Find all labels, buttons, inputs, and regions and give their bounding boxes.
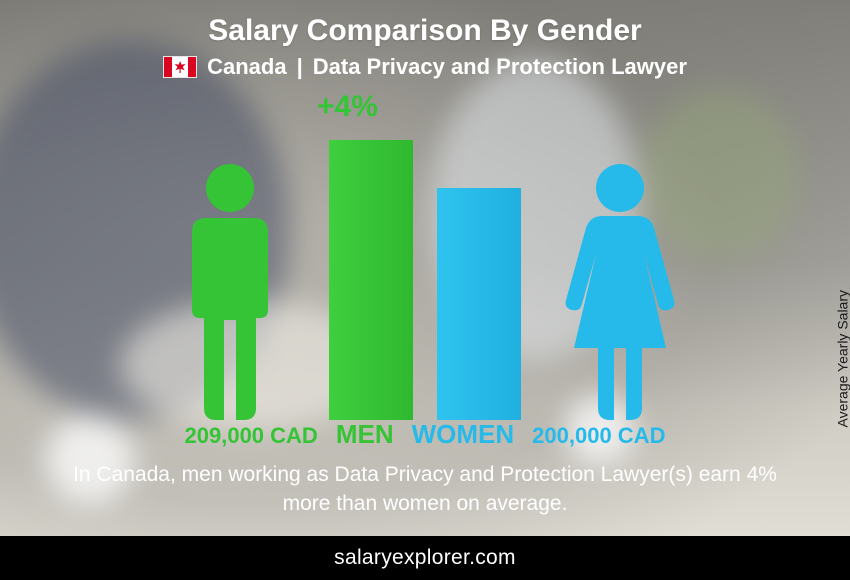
delta-percent-label: +4%: [317, 90, 378, 124]
job-title-label: Data Privacy and Protection Lawyer: [313, 54, 687, 80]
labels-row: 209,000 CAD MEN WOMEN 200,000 CAD: [0, 419, 850, 450]
separator: |: [297, 54, 303, 80]
infographic-container: Salary Comparison By Gender Canada | Dat…: [0, 0, 850, 580]
bar-group: [329, 140, 521, 420]
y-axis-label: Average Yearly Salary: [834, 290, 850, 428]
female-salary-value: 200,000 CAD: [532, 423, 665, 449]
footer-brand: salaryexplorer.com: [334, 546, 516, 570]
subtitle-row: Canada | Data Privacy and Protection Law…: [0, 54, 850, 80]
bar-male: [329, 140, 413, 420]
footer-bar: salaryexplorer.com: [0, 536, 850, 580]
female-person-icon: [560, 160, 680, 420]
male-person-icon: [170, 160, 290, 420]
chart-area: +4% 209,000 CAD MEN W: [0, 90, 850, 450]
bar-female: [437, 188, 521, 420]
page-title: Salary Comparison By Gender: [0, 0, 850, 48]
country-label: Canada: [207, 54, 286, 80]
male-gender-label: MEN: [336, 419, 394, 450]
female-gender-label: WOMEN: [412, 419, 515, 450]
description-text: In Canada, men working as Data Privacy a…: [65, 461, 785, 518]
male-salary-value: 209,000 CAD: [185, 423, 318, 449]
canada-flag-icon: [163, 56, 197, 78]
